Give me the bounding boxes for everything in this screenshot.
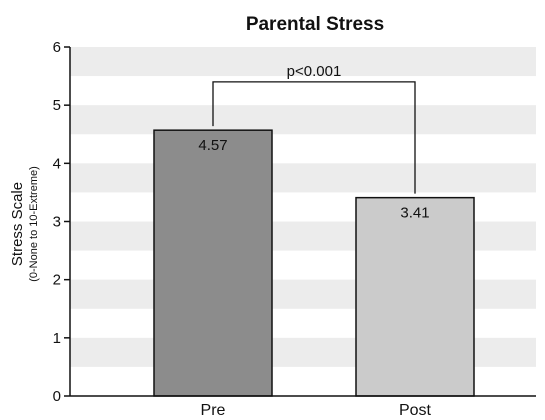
data-label: 3.41	[400, 205, 429, 222]
chart-title: Parental Stress	[246, 14, 384, 35]
y-tick-label: 2	[53, 272, 61, 289]
significance-bracket	[212, 81, 416, 194]
p-value-label: p<0.001	[287, 63, 342, 80]
y-axis-label: Stress Scale	[9, 182, 26, 266]
x-category-label: Pre	[201, 402, 226, 419]
x-category-label: Post	[399, 402, 432, 419]
x-axis-categories: Pre Post	[201, 402, 432, 419]
y-axis-sublabel: (0-None to 10-Extreme)	[28, 166, 40, 282]
y-tick-label: 6	[53, 39, 61, 56]
bar-pre	[153, 129, 273, 397]
y-tick-label: 0	[53, 388, 61, 405]
bar-post	[355, 196, 475, 397]
grid-band	[70, 163, 536, 193]
grid-band	[70, 47, 536, 77]
y-tick-label: 1	[53, 330, 61, 347]
data-label: 4.57	[198, 137, 227, 154]
significance-annotation: p<0.001	[212, 63, 416, 194]
y-tick-label: 3	[53, 214, 61, 231]
y-tick-label: 5	[53, 97, 61, 114]
grid-band	[70, 105, 536, 135]
y-tick-label: 4	[53, 155, 61, 172]
bars-group: 4.57 3.41	[153, 129, 475, 397]
y-axis-ticks: 0 1 2 3 4 5 6	[53, 39, 70, 405]
